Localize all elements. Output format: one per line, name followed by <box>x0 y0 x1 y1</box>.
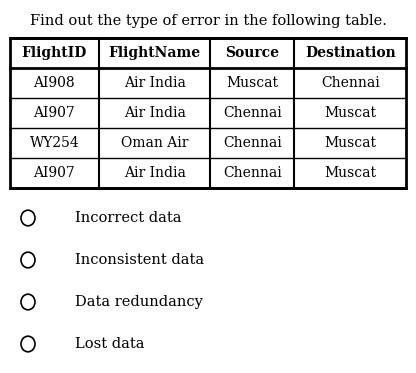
Text: Destination: Destination <box>305 46 396 60</box>
Text: FlightName: FlightName <box>109 46 201 60</box>
Text: FlightID: FlightID <box>22 46 87 60</box>
Text: Data redundancy: Data redundancy <box>75 295 203 309</box>
Text: Air India: Air India <box>124 76 186 90</box>
Text: Chennai: Chennai <box>321 76 380 90</box>
Text: Lost data: Lost data <box>75 337 144 351</box>
Text: Inconsistent data: Inconsistent data <box>75 253 204 267</box>
Ellipse shape <box>21 336 35 352</box>
Ellipse shape <box>21 252 35 268</box>
Text: Source: Source <box>225 46 280 60</box>
Text: Incorrect data: Incorrect data <box>75 211 181 225</box>
Text: Oman Air: Oman Air <box>121 136 188 150</box>
Ellipse shape <box>21 294 35 310</box>
Text: WY254: WY254 <box>30 136 79 150</box>
Text: AI907: AI907 <box>34 106 75 120</box>
Text: Muscat: Muscat <box>226 76 278 90</box>
Ellipse shape <box>21 210 35 226</box>
Text: Find out the type of error in the following table.: Find out the type of error in the follow… <box>30 14 386 28</box>
Text: Air India: Air India <box>124 166 186 180</box>
Text: Muscat: Muscat <box>324 106 376 120</box>
Text: Muscat: Muscat <box>324 166 376 180</box>
Text: AI908: AI908 <box>34 76 75 90</box>
Text: Air India: Air India <box>124 106 186 120</box>
Text: Chennai: Chennai <box>223 106 282 120</box>
Bar <box>10 38 406 188</box>
Text: Muscat: Muscat <box>324 136 376 150</box>
Text: AI907: AI907 <box>34 166 75 180</box>
Text: Chennai: Chennai <box>223 166 282 180</box>
Text: Chennai: Chennai <box>223 136 282 150</box>
